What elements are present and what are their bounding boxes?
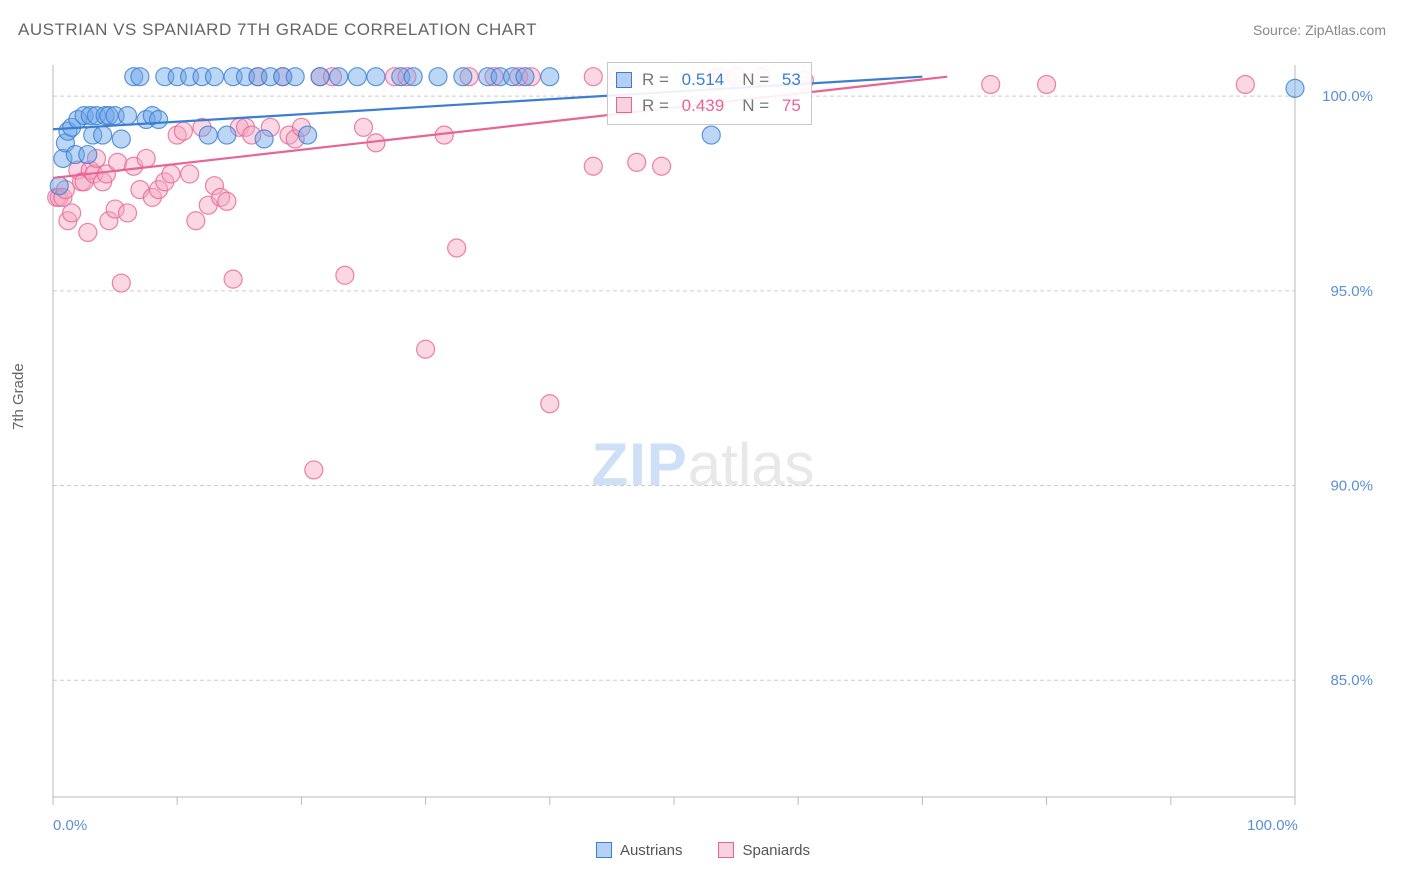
r-value: 0.439: [677, 93, 724, 119]
y-axis-title: 7th Grade: [10, 363, 27, 430]
r-label: R =: [642, 67, 669, 93]
legend-swatch: [596, 842, 612, 858]
legend-item: Spaniards: [718, 842, 810, 859]
n-value: 75: [777, 93, 801, 119]
legend-label: Spaniards: [742, 842, 810, 859]
source-label: Source: ZipAtlas.com: [1253, 22, 1386, 38]
chart-title: AUSTRIAN VS SPANIARD 7TH GRADE CORRELATI…: [18, 20, 537, 40]
r-value: 0.514: [677, 67, 724, 93]
svg-text:100.0%: 100.0%: [1322, 88, 1373, 105]
legend-swatch: [616, 97, 632, 113]
scatter-chart: 85.0% 90.0% 95.0% 100.0%: [45, 57, 1385, 812]
x-tick-label: 100.0%: [1247, 817, 1298, 834]
legend-row: R = 0.439 N = 75: [616, 93, 801, 119]
n-value: 53: [777, 67, 801, 93]
n-label: N =: [742, 67, 769, 93]
legend-label: Austrians: [620, 842, 683, 859]
correlation-legend: R = 0.514 N = 53 R = 0.439 N = 75: [607, 62, 812, 125]
legend-swatch: [718, 842, 734, 858]
series-legend: Austrians Spaniards: [0, 842, 1406, 863]
legend-item: Austrians: [596, 842, 683, 859]
svg-text:90.0%: 90.0%: [1330, 478, 1373, 495]
x-tick-label: 0.0%: [53, 817, 87, 834]
n-label: N =: [742, 93, 769, 119]
svg-text:95.0%: 95.0%: [1330, 283, 1373, 300]
r-label: R =: [642, 93, 669, 119]
legend-row: R = 0.514 N = 53: [616, 67, 801, 93]
svg-text:85.0%: 85.0%: [1330, 672, 1373, 689]
chart-area: 85.0%90.0%95.0%100.0% 0.0%100.0%: [45, 57, 1385, 812]
legend-swatch: [616, 72, 632, 88]
